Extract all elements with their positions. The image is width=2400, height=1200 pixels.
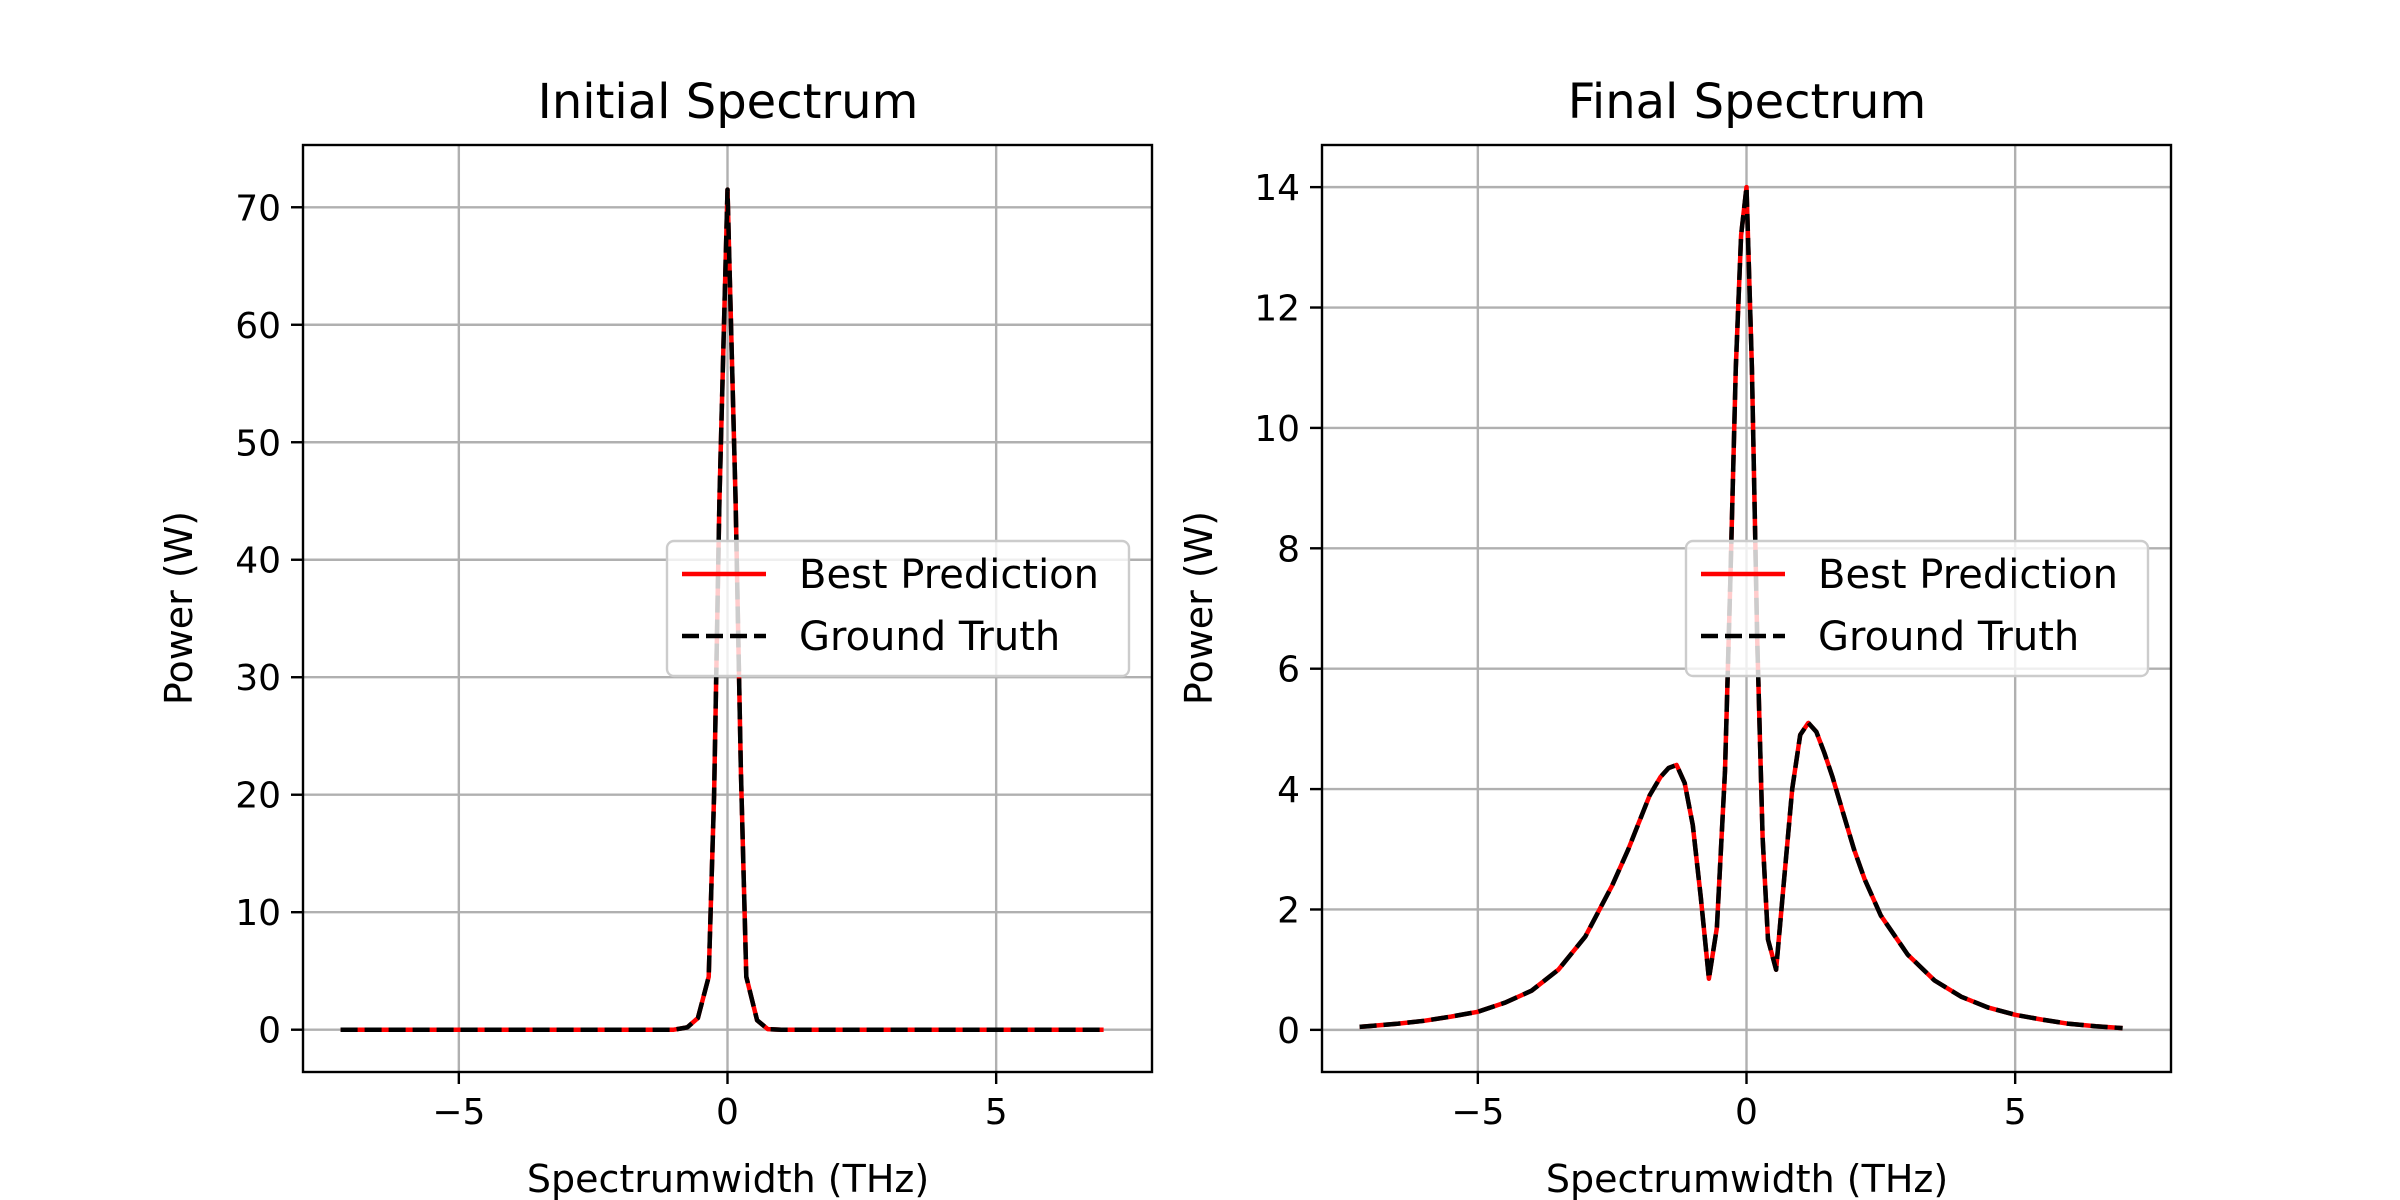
x-tick-label: 0 <box>1735 1092 1758 1133</box>
x-tick-label: 5 <box>2004 1092 2027 1133</box>
legend-box <box>1684 539 2150 678</box>
series-line-ground-truth <box>1359 184 2123 1031</box>
y-tick-label: 30 <box>235 658 281 699</box>
legend-label-ground-truth: Ground Truth <box>1818 614 2079 660</box>
y-tick-label: 2 <box>1277 890 1300 931</box>
y-tick-label: 50 <box>235 423 281 464</box>
y-tick-label: 40 <box>235 541 281 582</box>
series-line-ground-truth <box>340 187 1104 1032</box>
legend: Best Prediction Ground Truth <box>665 539 1131 678</box>
legend-label-best-prediction: Best Prediction <box>799 552 1099 598</box>
final-spectrum-panel: Final Spectrum −5 0 5 0 2 4 6 8 10 12 14 Spectrumw… <box>1177 74 2173 1200</box>
chart-title: Initial Spectrum <box>538 74 919 130</box>
legend-label-best-prediction: Best Prediction <box>1818 552 2118 598</box>
plot-lines <box>340 187 1104 1032</box>
x-axis-label: Spectrumwidth (THz) <box>527 1157 929 1200</box>
x-axis-label: Spectrumwidth (THz) <box>1546 1157 1948 1200</box>
y-tick-label: 0 <box>258 1011 281 1052</box>
chart-title: Final Spectrum <box>1568 74 1926 130</box>
x-tick-label: 5 <box>985 1092 1008 1133</box>
y-tick-label: 0 <box>1277 1011 1300 1052</box>
y-tick-label: 12 <box>1254 289 1300 330</box>
y-tick-label: 8 <box>1277 529 1300 570</box>
x-tick-label: 0 <box>716 1092 739 1133</box>
y-tick-label: 70 <box>235 188 281 229</box>
plot-lines <box>1359 184 2123 1031</box>
x-tick-label: −5 <box>432 1092 485 1133</box>
y-tick-label: 4 <box>1277 770 1300 811</box>
y-axis-label: Power (W) <box>157 511 201 705</box>
y-tick-label: 10 <box>1254 409 1300 450</box>
legend: Best Prediction Ground Truth <box>1684 539 2150 678</box>
axis-ticks: −5 0 5 0 2 4 6 8 10 12 14 <box>1254 168 2026 1133</box>
y-tick-label: 14 <box>1254 168 1300 209</box>
legend-label-ground-truth: Ground Truth <box>799 614 1060 660</box>
y-tick-label: 6 <box>1277 650 1300 691</box>
legend-box <box>665 539 1131 678</box>
y-tick-label: 10 <box>235 893 281 934</box>
y-tick-label: 20 <box>235 776 281 817</box>
y-axis-label: Power (W) <box>1177 511 1221 705</box>
y-tick-label: 60 <box>235 306 281 347</box>
x-tick-label: −5 <box>1451 1092 1504 1133</box>
